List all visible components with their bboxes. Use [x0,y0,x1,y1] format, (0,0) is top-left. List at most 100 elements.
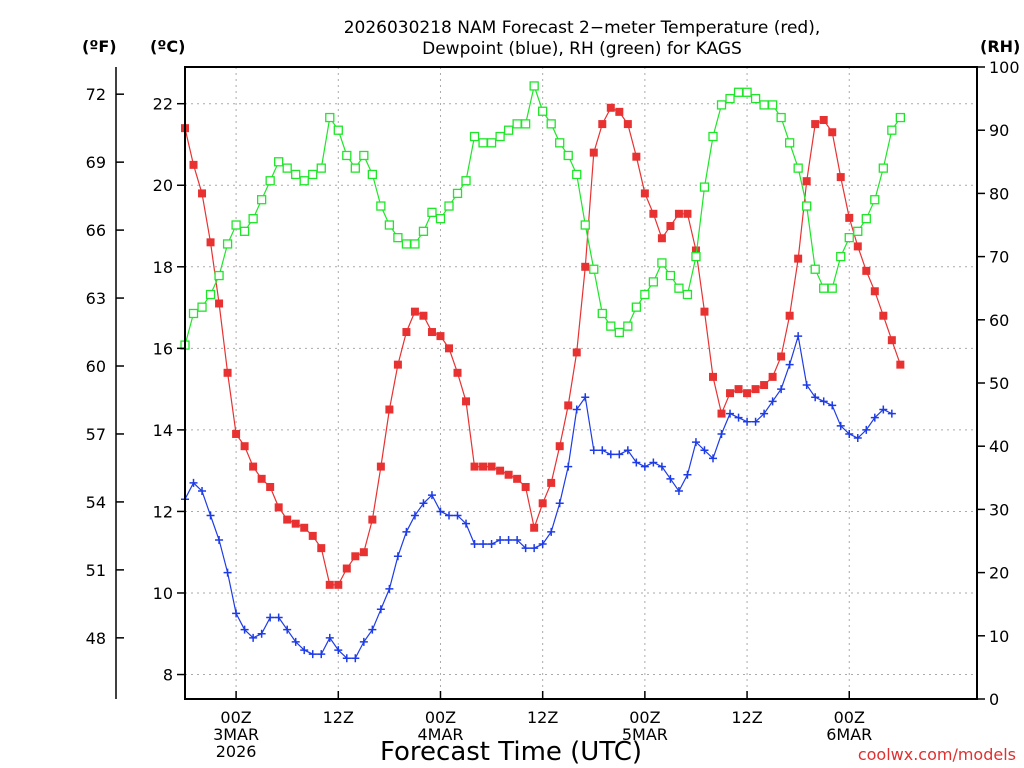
dewpoint-point [887,409,896,418]
rh-point [478,138,488,148]
temperature-point [232,429,241,438]
temperature-point [462,397,471,406]
temperature-point [845,213,854,222]
temperature-point [691,246,700,255]
fahrenheit-tick-label: 54 [86,493,106,512]
temperature-point [274,503,283,512]
temperature-point [743,389,752,398]
dewpoint-point [547,527,556,536]
temperature-point [717,409,726,418]
temperature-point [479,462,488,471]
rh-point [325,112,335,123]
celsius-tick-label: 10 [153,584,173,603]
rh-point [572,169,582,180]
temperature-point [649,209,658,218]
rh-point [461,176,471,186]
rh-point [631,302,642,312]
rh-point [725,93,735,104]
dewpoint-point [683,470,692,479]
temperature-point [342,564,351,573]
rh-point [555,138,565,148]
temperature-point [376,462,385,471]
temperature-point [402,328,411,337]
temperature-point [666,222,675,231]
dewpoint-point [496,535,505,544]
temperature-point [513,474,522,483]
temperature-point [453,368,462,377]
temperature-point [870,287,879,296]
dewpoint-point [189,478,198,487]
dewpoint-point [342,654,351,663]
rh-point [359,150,369,161]
rh-tick-label: 50 [989,374,1009,393]
celsius-tick-label: 12 [153,502,173,521]
rh-point [248,214,258,224]
rh-point [861,214,871,224]
temperature-point [189,160,198,169]
dewpoint-point [726,409,735,418]
dewpoint-point [777,385,786,394]
rh-point [427,207,437,218]
rh-point [316,163,326,173]
rh-unit-label: (RH) [980,37,1020,56]
dewpoint-point [700,446,709,455]
rh-point [853,226,863,236]
temperature-point [581,262,590,271]
rh-point [205,289,216,300]
celsius-tick-label: 16 [153,339,173,358]
dewpoint-point [802,381,811,390]
dewpoint-point [368,625,377,634]
temperature-point [359,548,368,557]
rh-point [188,308,199,319]
rh-line [184,83,901,346]
rh-point [699,182,710,192]
dewpoint-point [640,462,649,471]
celsius-axis: 8 10 12 14 16 18 20 22 [153,95,185,685]
rh-point [563,150,573,161]
dewpoint-point [419,499,428,508]
temperature-point [427,328,436,337]
dewpoint-point [385,584,394,593]
rh-tick-label: 70 [989,248,1009,267]
fahrenheit-tick-label: 57 [86,425,106,444]
dewpoint-point [351,654,360,663]
rh-point [503,125,514,135]
temperature-point [606,103,615,112]
rh-point [197,302,207,312]
credit-link[interactable]: coolwx.com/models [858,745,1016,764]
dewpoint-point [300,646,309,655]
temperature-point [487,462,496,471]
rh-point [222,239,233,249]
time-tick-label: 12Z [731,708,762,727]
dewpoint-point [589,446,598,455]
rh-point [665,270,676,281]
dewpoint-point [240,625,249,634]
dewpoint-point [249,633,258,642]
dewpoint-point [845,429,854,438]
temperature-point [896,360,905,369]
rh-point [512,119,522,129]
temperature-point [564,401,573,410]
dewpoint-point [828,401,837,410]
fahrenheit-tick-label: 60 [86,357,106,376]
dewpoint-point [274,613,283,622]
rh-tick-label: 0 [989,690,999,709]
temperature-point [555,442,564,451]
temperature-point [470,462,479,471]
temperature-point [632,152,641,161]
dewpoint-point [487,540,496,549]
rh-point [614,327,624,338]
rh-point [674,283,684,293]
dewpoint-point [666,474,675,483]
dewpoint-point [470,540,479,549]
rh-point [384,220,395,230]
time-tick-label: 3MAR [213,725,259,744]
dewpoint-point [564,462,573,471]
time-tick-label: 12Z [527,708,558,727]
fahrenheit-tick-label: 63 [86,289,106,308]
rh-series [180,81,906,350]
rh-point [256,195,267,205]
dewpoint-point [445,511,453,520]
rh-point [657,258,667,268]
